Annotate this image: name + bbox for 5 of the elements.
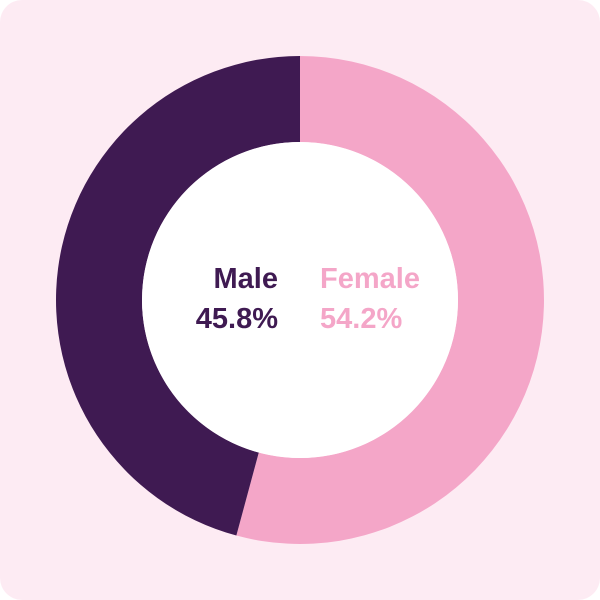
data-label: 54.2%	[320, 303, 402, 335]
slice-label: Female	[320, 263, 420, 295]
data-label: 45.8%	[196, 303, 278, 335]
donut-slice	[56, 56, 300, 536]
slice-label: Male	[214, 263, 278, 295]
